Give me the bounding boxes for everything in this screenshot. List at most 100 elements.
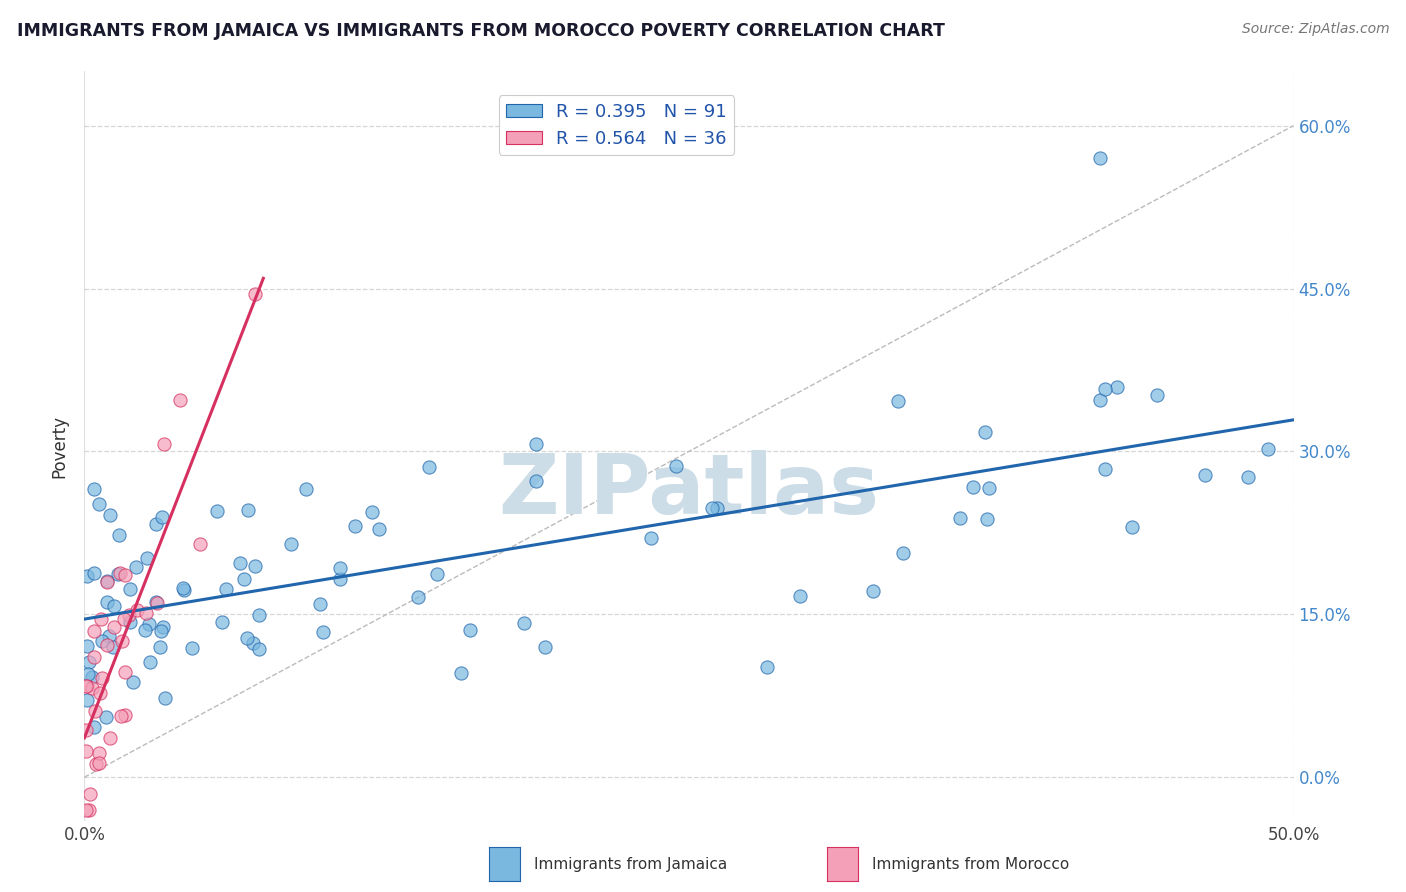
Point bbox=[96, 574, 118, 589]
Point bbox=[243, 286, 266, 301]
Point bbox=[118, 608, 141, 623]
Point bbox=[173, 582, 195, 597]
Y-axis label: Poverty: Poverty bbox=[51, 415, 69, 477]
Point bbox=[77, 803, 100, 817]
Point bbox=[82, 670, 104, 684]
Point bbox=[135, 606, 157, 620]
Point bbox=[426, 567, 449, 582]
Point bbox=[1094, 382, 1116, 396]
Point bbox=[756, 660, 779, 674]
Point bbox=[524, 474, 547, 488]
Point bbox=[329, 573, 352, 587]
Point bbox=[87, 756, 110, 770]
Point bbox=[145, 594, 167, 608]
Point bbox=[294, 482, 316, 496]
Text: IMMIGRANTS FROM JAMAICA VS IMMIGRANTS FROM MOROCCO POVERTY CORRELATION CHART: IMMIGRANTS FROM JAMAICA VS IMMIGRANTS FR… bbox=[17, 22, 945, 40]
Point bbox=[98, 508, 121, 522]
Point bbox=[90, 671, 112, 685]
Point bbox=[153, 690, 176, 705]
Point bbox=[887, 394, 910, 409]
Point bbox=[83, 649, 105, 664]
Point bbox=[75, 744, 97, 758]
Point bbox=[110, 709, 132, 723]
Point bbox=[139, 655, 162, 669]
Point bbox=[103, 620, 125, 634]
Point bbox=[125, 602, 148, 616]
Point bbox=[247, 641, 270, 656]
Point bbox=[706, 501, 728, 516]
Point bbox=[124, 559, 146, 574]
Point bbox=[534, 640, 557, 654]
Point bbox=[450, 666, 472, 681]
Point bbox=[1105, 379, 1128, 393]
Point bbox=[82, 681, 104, 696]
Point bbox=[418, 460, 440, 475]
Point bbox=[229, 557, 252, 571]
Point bbox=[97, 629, 120, 643]
Point bbox=[280, 537, 302, 551]
Point bbox=[90, 612, 112, 626]
Point bbox=[460, 624, 482, 638]
Point bbox=[107, 527, 129, 541]
Point bbox=[96, 574, 118, 589]
Point bbox=[172, 582, 194, 596]
Point bbox=[145, 516, 167, 531]
Point bbox=[114, 568, 136, 582]
Point bbox=[138, 617, 160, 632]
Point bbox=[75, 803, 97, 817]
Point bbox=[111, 634, 134, 648]
Point bbox=[361, 505, 384, 519]
Point bbox=[120, 582, 142, 597]
Point bbox=[169, 392, 191, 407]
Point bbox=[976, 512, 998, 526]
Point bbox=[114, 665, 136, 679]
Text: ZIPatlas: ZIPatlas bbox=[499, 450, 879, 532]
Point bbox=[215, 582, 238, 596]
Point bbox=[406, 590, 429, 604]
Point bbox=[1194, 468, 1216, 483]
Point bbox=[513, 616, 536, 631]
Legend: R = 0.395   N = 91, R = 0.564   N = 36: R = 0.395 N = 91, R = 0.564 N = 36 bbox=[499, 95, 734, 155]
Point bbox=[238, 503, 260, 517]
Point bbox=[1094, 462, 1116, 476]
Point bbox=[96, 639, 118, 653]
Point bbox=[89, 497, 111, 511]
Point bbox=[153, 437, 176, 451]
Point bbox=[91, 634, 114, 648]
Point bbox=[789, 589, 811, 603]
Point bbox=[84, 757, 107, 772]
Point bbox=[77, 667, 100, 681]
Point bbox=[700, 501, 723, 516]
Point bbox=[211, 615, 233, 629]
Point bbox=[107, 566, 129, 581]
Point bbox=[83, 720, 105, 734]
Point bbox=[205, 503, 228, 517]
Point bbox=[368, 522, 391, 536]
Point bbox=[1236, 470, 1258, 484]
Point bbox=[149, 640, 172, 654]
Point bbox=[188, 537, 211, 551]
Point bbox=[103, 599, 125, 613]
Point bbox=[89, 686, 111, 700]
Point bbox=[98, 731, 121, 745]
Point bbox=[89, 746, 111, 760]
Point bbox=[665, 458, 688, 473]
Point bbox=[83, 566, 105, 580]
Point bbox=[150, 624, 173, 638]
Point bbox=[1088, 151, 1111, 165]
Point bbox=[1257, 442, 1279, 456]
Point bbox=[247, 608, 270, 623]
Point bbox=[122, 675, 145, 690]
Point bbox=[344, 518, 367, 533]
Point bbox=[96, 595, 118, 609]
Point bbox=[136, 551, 159, 566]
Point bbox=[114, 708, 136, 723]
Point bbox=[76, 693, 98, 707]
Point bbox=[181, 640, 204, 655]
Point bbox=[76, 569, 98, 583]
Point bbox=[1146, 387, 1168, 401]
Point bbox=[120, 615, 142, 629]
Point bbox=[79, 787, 101, 801]
Point bbox=[979, 481, 1001, 495]
Point bbox=[329, 561, 352, 575]
